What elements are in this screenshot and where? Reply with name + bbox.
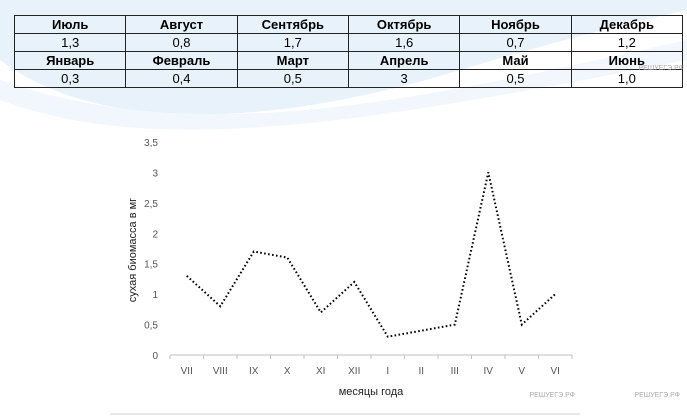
x-tick-label: I [386,366,389,377]
x-tick-label: XI [316,366,325,377]
watermark-text: РЕШУЕГЭ.РФ [638,65,684,72]
y-tick-label: 1 [152,290,158,301]
x-tick-label: X [284,366,291,377]
watermark-text: РЕШУЕГЭ.РФ [529,392,575,399]
y-tick-label: 3,5 [144,138,158,149]
table-month-cell: Май [459,51,572,70]
x-tick-label: III [451,366,459,377]
y-tick-label: 2,5 [144,199,158,210]
x-tick-label: VIII [213,366,228,377]
x-axis-title: месяцы года [339,386,404,398]
table-month-cell: Август [125,15,238,34]
y-tick-label: 0 [152,351,158,362]
table-value-cell: 0,5 [459,69,572,88]
y-tick-label: 0,5 [144,321,158,332]
x-tick-label: II [418,366,424,377]
table-value-cell: 0,4 [125,69,238,88]
x-tick-label: VII [181,366,193,377]
x-tick-label: V [518,366,525,377]
table-value-row: 0,3 0,4 0,5 3 0,5 1,0 [13,69,684,88]
x-tick-label: XII [348,366,360,377]
x-tick-label: VI [551,366,560,377]
x-tick-label: IX [249,366,259,377]
y-tick-label: 3 [152,168,158,179]
table-value-cell: 0,5 [236,69,349,88]
table-value-cell: 0,3 [13,69,127,88]
table-value-cell: 1,0 [570,69,684,88]
series-line [186,172,556,338]
y-tick-label: 2 [152,229,158,240]
y-axis-title: сухая биомасса в мг [127,198,139,302]
table-header-row: Июль Август Сентябрь Октябрь Ноябрь Декабрь [13,15,684,34]
table-month-cell: Июль [13,15,127,34]
y-tick-label: 1,5 [144,260,158,271]
biomass-table: Июль Август Сентябрь Октябрь Ноябрь Декабрь 1,… [13,15,684,88]
table-month-cell: Сентябрь [236,15,349,34]
watermark-text: РЕШУЕГЭ.РФ [634,392,680,399]
table-header-row: Январь Февраль Март Апрель Май Июнь [13,51,684,70]
table-value-cell: 0,8 [125,33,238,52]
x-tick-label: IV [484,366,494,377]
